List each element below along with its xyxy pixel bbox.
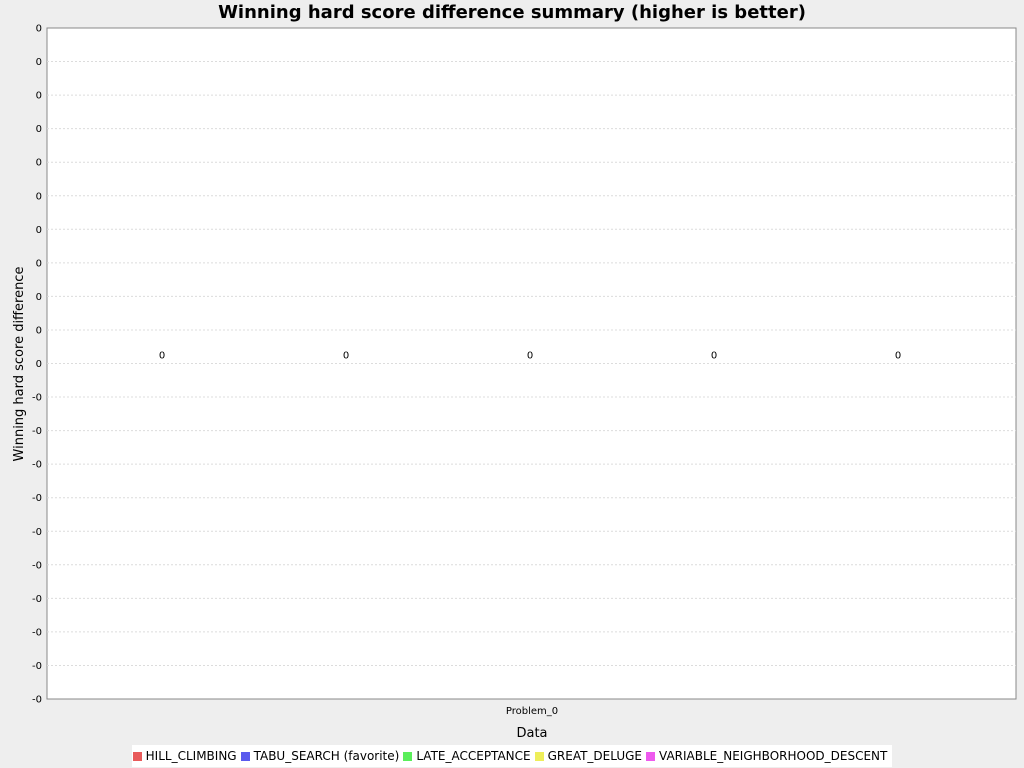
y-tick-label: 0 — [36, 158, 42, 169]
y-tick-label: 0 — [36, 57, 42, 68]
grid-lines — [47, 61, 1016, 666]
y-tick-label: -0 — [32, 594, 42, 605]
data-label: 0 — [159, 351, 165, 362]
legend-item: LATE_ACCEPTANCE — [403, 749, 531, 763]
legend-label: TABU_SEARCH (favorite) — [253, 749, 400, 763]
data-labels: 0 0 0 0 0 — [159, 351, 901, 362]
legend: HILL_CLIMBING TABU_SEARCH (favorite) LATE_… — [132, 745, 892, 767]
y-tick-label: -0 — [32, 393, 42, 404]
y-tick-label: -0 — [32, 426, 42, 437]
y-tick-label: 0 — [36, 359, 42, 370]
legend-swatch — [534, 751, 544, 761]
x-axis-label: Data — [516, 726, 547, 741]
y-tick-label: -0 — [32, 527, 42, 538]
y-tick-label: 0 — [36, 124, 42, 135]
y-tick-label: -0 — [32, 460, 42, 471]
legend-item: GREAT_DELUGE — [534, 749, 643, 763]
legend-label: HILL_CLIMBING — [145, 749, 237, 763]
y-tick-label: 0 — [36, 292, 42, 303]
y-tick-label: -0 — [32, 493, 42, 504]
legend-item: VARIABLE_NEIGHBORHOOD_DESCENT — [646, 749, 887, 763]
y-tick-label: 0 — [36, 24, 42, 35]
data-label: 0 — [711, 351, 717, 362]
legend-swatch — [403, 751, 413, 761]
legend-label: LATE_ACCEPTANCE — [416, 749, 531, 763]
x-tick-label: Problem_0 — [506, 706, 558, 717]
legend-item: TABU_SEARCH (favorite) — [240, 749, 400, 763]
legend-label: GREAT_DELUGE — [547, 749, 643, 763]
y-tick-label: -0 — [32, 695, 42, 706]
chart-title: Winning hard score difference summary (h… — [218, 2, 806, 23]
legend-swatch — [646, 751, 656, 761]
legend-item: HILL_CLIMBING — [132, 749, 237, 763]
y-tick-label: -0 — [32, 661, 42, 672]
data-label: 0 — [895, 351, 901, 362]
y-tick-label: 0 — [36, 258, 42, 269]
legend-label: VARIABLE_NEIGHBORHOOD_DESCENT — [659, 749, 888, 763]
data-label: 0 — [343, 351, 349, 362]
y-tick-label: 0 — [36, 91, 42, 102]
y-tick-label: 0 — [36, 325, 42, 336]
y-axis-label: Winning hard score difference — [12, 267, 27, 462]
y-tick-label: -0 — [32, 560, 42, 571]
data-label: 0 — [527, 351, 533, 362]
legend-swatch — [132, 751, 142, 761]
y-axis-ticks: 0 0 0 0 0 0 0 0 0 0 0 -0 -0 -0 -0 -0 -0 -0 -0 -0 -0 — [32, 24, 42, 706]
y-tick-label: 0 — [36, 191, 42, 202]
legend-swatch — [240, 751, 250, 761]
bar-chart: 0 0 0 0 0 0 0 0 0 0 0 -0 -0 -0 -0 -0 -0 -0 -0 -0 -0 0 0 0 0 0 Pr… — [12, 24, 1017, 741]
y-tick-label: -0 — [32, 627, 42, 638]
y-tick-label: 0 — [36, 225, 42, 236]
